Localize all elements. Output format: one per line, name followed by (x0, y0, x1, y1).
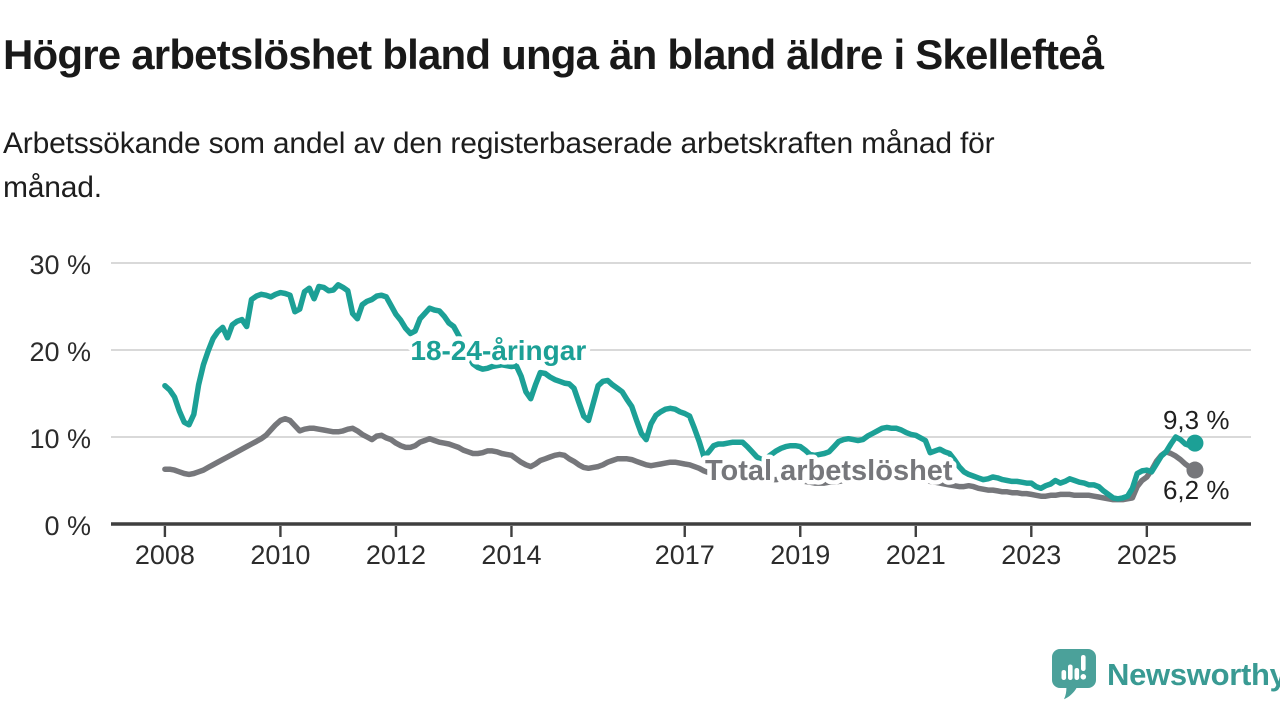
newsworthy-logo-text: Newsworthy (1107, 657, 1280, 692)
series-label-young: 18-24-åringar (410, 335, 586, 366)
y-tick-label-10: 10 % (29, 424, 91, 454)
y-tick-label-30: 30 % (29, 250, 91, 280)
end-value-label-total: 6,2 % (1163, 475, 1230, 505)
series-line-young (162, 282, 1198, 502)
x-tick-label-2010: 2010 (250, 540, 310, 570)
end-dot-young (1186, 434, 1204, 452)
newsworthy-bubble-bar-chart-icon (1050, 648, 1098, 702)
series-label-total: Total arbetslöshet (705, 455, 953, 487)
x-tick-label-2023: 2023 (1001, 540, 1061, 570)
y-tick-label-0: 0 % (44, 511, 91, 541)
newsworthy-logo: Newsworthy (1050, 648, 1280, 702)
end-dot-total (1186, 461, 1204, 479)
x-tick-label-2012: 2012 (366, 540, 426, 570)
end-value-label-young: 9,3 % (1163, 405, 1230, 435)
x-tick-label-2014: 2014 (481, 540, 541, 570)
y-tick-label-20: 20 % (29, 337, 91, 367)
x-tick-label-2008: 2008 (135, 540, 195, 570)
x-tick-label-2021: 2021 (886, 540, 946, 570)
x-tick-label-2017: 2017 (655, 540, 715, 570)
page-title: Högre arbetslöshet bland unga än bland ä… (3, 31, 1104, 78)
x-tick-label-2019: 2019 (770, 540, 830, 570)
page-subtitle: Arbetssökande som andel av den registerb… (3, 127, 995, 204)
series-line-total (162, 415, 1198, 503)
x-tick-label-2025: 2025 (1117, 540, 1177, 570)
